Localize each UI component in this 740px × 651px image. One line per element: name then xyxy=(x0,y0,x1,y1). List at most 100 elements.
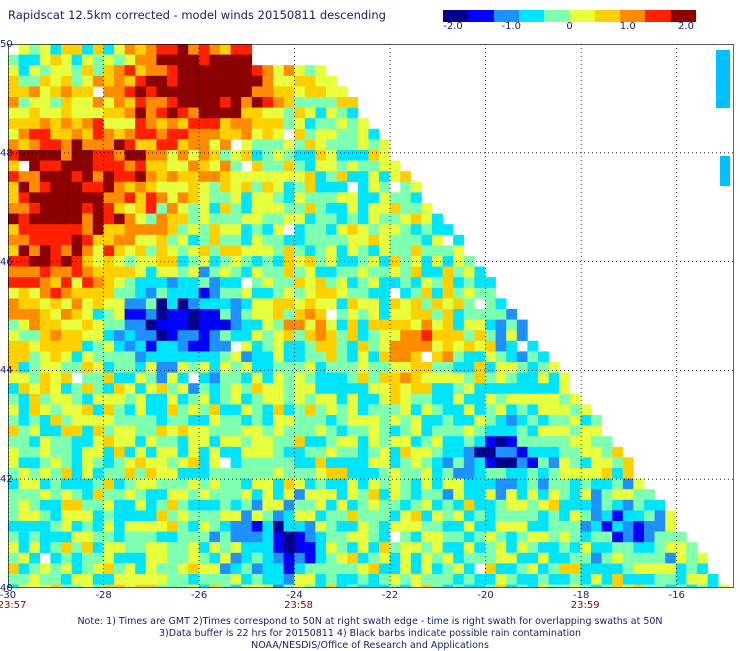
wind-cell xyxy=(220,468,231,479)
wind-cell xyxy=(506,340,518,352)
wind-cell xyxy=(220,97,231,108)
wind-cell xyxy=(156,234,168,246)
wind-cell xyxy=(198,160,210,172)
wind-cell xyxy=(495,362,507,373)
wind-cell xyxy=(177,245,189,257)
wind-cell xyxy=(622,468,634,479)
wind-cell xyxy=(304,75,316,87)
wind-cell xyxy=(591,499,602,511)
wind-cell xyxy=(198,171,210,183)
wind-cell xyxy=(379,415,390,426)
wind-cell xyxy=(241,128,253,140)
wind-cell xyxy=(686,552,698,564)
wind-cell xyxy=(50,330,62,342)
wind-cell xyxy=(8,256,19,267)
wind-cell xyxy=(114,192,125,204)
wind-cell xyxy=(506,574,518,585)
wind-cell xyxy=(251,287,263,299)
wind-cell xyxy=(135,224,147,236)
wind-cell xyxy=(18,531,30,543)
wind-cell xyxy=(304,287,316,299)
wind-cell xyxy=(29,287,41,299)
wind-cell xyxy=(188,213,200,225)
wind-cell xyxy=(230,542,242,554)
wind-cell xyxy=(8,224,19,236)
wind-cell xyxy=(8,404,19,416)
wind-cell xyxy=(442,425,454,437)
wind-cell xyxy=(442,446,454,458)
wind-cell xyxy=(156,362,168,373)
wind-cell xyxy=(135,521,147,532)
wind-cell xyxy=(559,425,571,437)
wind-cell xyxy=(389,404,401,416)
wind-cell xyxy=(188,521,200,532)
wind-cell xyxy=(485,531,496,543)
wind-cell xyxy=(114,372,125,384)
wind-cell xyxy=(18,224,30,236)
wind-cell xyxy=(198,574,210,585)
wind-cell xyxy=(61,457,72,469)
wind-cell xyxy=(124,44,136,55)
wind-cell xyxy=(612,478,624,490)
wind-cell xyxy=(506,521,518,532)
wind-cell xyxy=(188,234,200,246)
wind-cell xyxy=(379,139,390,151)
wind-cell xyxy=(442,552,454,564)
wind-cell xyxy=(71,203,83,214)
wind-cell xyxy=(8,86,19,98)
wind-cell xyxy=(622,542,634,554)
wind-cell xyxy=(485,425,496,437)
wind-cell xyxy=(326,489,337,501)
wind-cell xyxy=(8,521,19,532)
wind-cell xyxy=(432,372,443,384)
wind-cell xyxy=(8,436,19,448)
wind-cell xyxy=(92,139,104,151)
wind-cell xyxy=(50,256,62,267)
wind-cell xyxy=(273,404,284,416)
wind-cell xyxy=(442,499,454,511)
wind-cell xyxy=(29,75,41,87)
wind-cell xyxy=(177,574,189,585)
wind-cell xyxy=(548,521,560,532)
wind-cell xyxy=(326,150,337,161)
wind-cell xyxy=(251,531,263,543)
wind-cell xyxy=(39,499,51,511)
wind-cell xyxy=(241,118,253,130)
wind-cell xyxy=(538,457,549,469)
wind-cell xyxy=(527,351,539,363)
wind-cell xyxy=(114,118,125,130)
wind-cell xyxy=(114,574,125,585)
wind-cell xyxy=(61,478,72,490)
wind-cell xyxy=(368,457,380,469)
wind-cell xyxy=(326,383,337,395)
wind-cell xyxy=(379,521,390,532)
wind-cell xyxy=(230,351,242,363)
wind-cell xyxy=(124,256,136,267)
wind-cell xyxy=(103,552,115,564)
wind-cell xyxy=(273,563,284,575)
wind-cell xyxy=(167,468,178,479)
wind-cell xyxy=(145,213,157,225)
wind-cell xyxy=(39,510,51,522)
wind-cell xyxy=(82,531,94,543)
wind-cell xyxy=(633,489,645,501)
wind-cell xyxy=(29,574,41,585)
wind-cell xyxy=(326,362,337,373)
wind-cell xyxy=(485,521,496,532)
wind-cell xyxy=(251,245,263,257)
wind-cell xyxy=(18,287,30,299)
wind-cell xyxy=(294,330,306,342)
wind-cell xyxy=(591,457,602,469)
wind-cell xyxy=(188,266,200,278)
wind-cell xyxy=(156,383,168,395)
wind-cell xyxy=(177,362,189,373)
wind-cell xyxy=(198,436,210,448)
wind-cell xyxy=(601,457,613,469)
wind-cell xyxy=(188,468,200,479)
wind-cell xyxy=(527,446,539,458)
wind-cell xyxy=(156,521,168,532)
wind-cell xyxy=(432,383,443,395)
wind-cell xyxy=(368,139,380,151)
wind-cell xyxy=(336,277,348,289)
wind-cell xyxy=(326,277,337,289)
